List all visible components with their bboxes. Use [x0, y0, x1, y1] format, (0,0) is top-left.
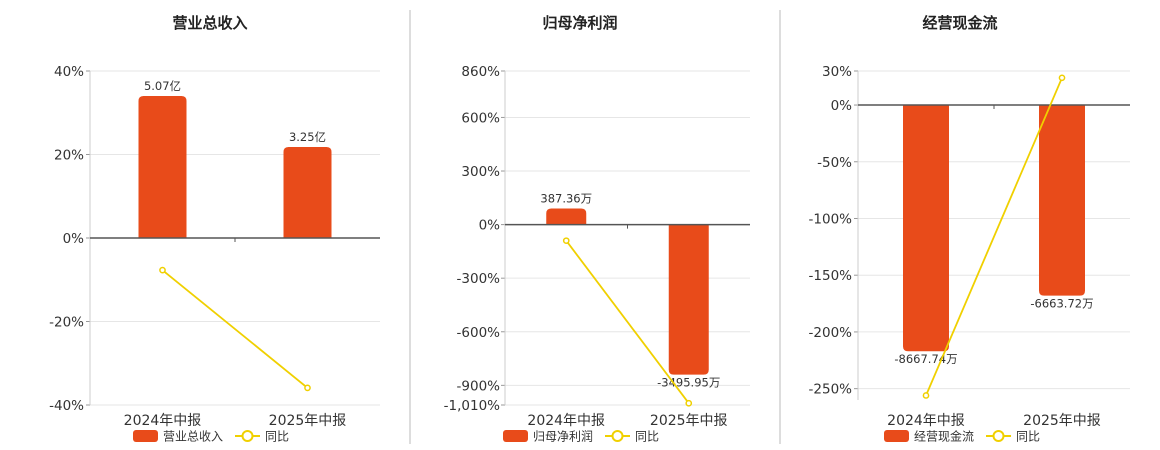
chart-panel: 营业总收入 40% 20% 0% -20% -40% 5.07亿 3.25亿 2024年中报 20… — [49, 14, 380, 444]
bar[interactable] — [546, 208, 587, 225]
y-tick-label: -1,010% — [444, 398, 501, 414]
y-tick-label: 300% — [461, 164, 500, 180]
bar-data-label: -6663.72万 — [1030, 297, 1093, 311]
x-tick-label: 2024年中报 — [527, 413, 605, 429]
y-tick-label: 600% — [461, 110, 500, 126]
legend-swatch-bar[interactable] — [884, 430, 909, 442]
bar-data-label: 387.36万 — [540, 192, 592, 206]
y-tick-label: -100% — [809, 211, 853, 227]
y-tick-label: -300% — [457, 271, 501, 287]
y-tick-label: 0% — [831, 98, 853, 114]
y-tick-label: 0% — [479, 218, 501, 234]
bar-data-label: -8667.74万 — [894, 352, 957, 366]
bar-data-label: 5.07亿 — [144, 79, 181, 93]
y-tick-label: -150% — [809, 268, 853, 284]
y-tick-label: 30% — [822, 64, 852, 80]
yoy-line — [925, 77, 1063, 396]
chart-title: 归母净利润 — [542, 14, 617, 32]
legend-marker-line — [241, 430, 254, 442]
legend-label-line[interactable]: 同比 — [635, 430, 659, 444]
yoy-line — [565, 240, 690, 404]
y-tick-label: 860% — [461, 64, 500, 80]
chart-panel: 归母净利润 860% 600% 300% 0% -300% -600% -900% -1,010… — [444, 14, 750, 444]
bar[interactable] — [668, 224, 709, 375]
yoy-point[interactable] — [304, 384, 311, 392]
bar[interactable] — [138, 96, 187, 238]
legend-label-bar[interactable]: 营业总收入 — [163, 430, 223, 444]
y-tick-label: 20% — [54, 148, 84, 164]
y-tick-label: -600% — [457, 325, 501, 341]
bar-data-label: 3.25亿 — [289, 130, 326, 144]
bar[interactable] — [283, 146, 332, 238]
x-tick-label: 2025年中报 — [269, 413, 347, 429]
legend-label-bar[interactable]: 经营现金流 — [914, 429, 974, 444]
legend-marker-line — [611, 430, 624, 442]
yoy-point[interactable] — [562, 237, 570, 245]
y-tick-label: -250% — [809, 382, 853, 398]
legend-swatch-bar[interactable] — [503, 430, 528, 442]
chart-panel: 经营现金流 30% 0% -50% -100% -150% -200% -250% -8667.… — [809, 14, 1130, 444]
legend-label-bar[interactable]: 归母净利润 — [533, 430, 593, 444]
y-tick-label: 40% — [54, 64, 84, 80]
x-tick-label: 2025年中报 — [650, 413, 728, 429]
yoy-point[interactable] — [685, 399, 693, 407]
chart-title: 营业总收入 — [172, 14, 247, 32]
legend-label-line[interactable]: 同比 — [265, 430, 289, 444]
y-tick-label: -50% — [817, 155, 852, 171]
y-tick-label: 0% — [63, 231, 85, 247]
x-tick-label: 2024年中报 — [124, 413, 202, 429]
bar-data-label: -3495.95万 — [657, 376, 720, 390]
yoy-line — [161, 269, 309, 389]
chart-title: 经营现金流 — [922, 14, 997, 32]
x-tick-label: 2025年中报 — [1023, 413, 1101, 429]
y-tick-label: -200% — [809, 325, 853, 341]
legend-marker-line — [992, 430, 1005, 442]
x-tick-label: 2024年中报 — [887, 413, 965, 429]
legend-label-line[interactable]: 同比 — [1016, 430, 1040, 444]
yoy-point[interactable] — [159, 266, 166, 274]
y-tick-label: -900% — [457, 378, 501, 394]
y-tick-label: -40% — [49, 398, 84, 414]
legend-swatch-bar[interactable] — [133, 430, 158, 442]
bar[interactable] — [903, 105, 949, 352]
bar[interactable] — [1039, 105, 1085, 296]
yoy-point[interactable] — [922, 392, 930, 399]
y-tick-label: -20% — [49, 315, 84, 331]
yoy-point[interactable] — [1058, 74, 1066, 82]
